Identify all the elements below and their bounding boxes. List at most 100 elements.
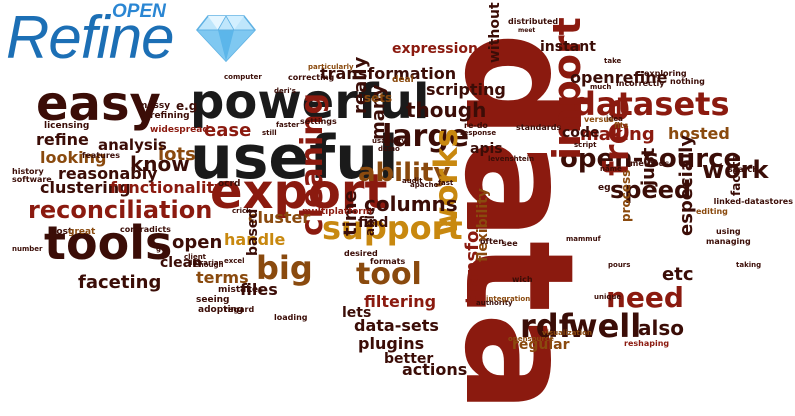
cloud-word-filtering: filtering xyxy=(364,292,437,311)
cloud-word-eg: eg xyxy=(598,183,611,193)
cloud-word-lets: lets xyxy=(342,305,372,321)
cloud-word-find: find xyxy=(358,215,389,231)
cloud-word-easy: easy xyxy=(36,76,161,132)
cloud-word-opensource: opensource xyxy=(508,335,554,343)
cloud-word-though: though xyxy=(406,98,487,122)
cloud-word-software: software xyxy=(12,175,52,184)
cloud-word-making: making xyxy=(580,124,655,145)
cloud-word-enough: enough xyxy=(194,261,224,269)
cloud-word-great: great xyxy=(68,227,96,237)
cloud-word-powerful: powerful xyxy=(190,74,430,130)
cloud-word-fits: fits xyxy=(614,121,629,130)
cloud-word-export: export xyxy=(210,164,388,220)
cloud-word-usability: usability xyxy=(372,137,406,145)
logo-wordmark-open: OPEN xyxy=(112,1,166,22)
cloud-word-formats: formats xyxy=(370,257,406,266)
cloud-word-code: code xyxy=(562,125,600,141)
cloud-word-search: search xyxy=(728,165,758,174)
cloud-word-facets: facets xyxy=(729,154,743,196)
cloud-word-expression: expression xyxy=(392,41,478,57)
cloud-word-big: big xyxy=(256,249,313,287)
cloud-word-features: features xyxy=(82,151,120,160)
cloud-word-need: need xyxy=(606,281,684,314)
cloud-word-meet: meet xyxy=(518,27,536,34)
cloud-word-often: often xyxy=(480,237,504,246)
diamond-icon xyxy=(196,15,256,62)
cloud-word-particularly: particularly xyxy=(308,63,354,71)
cloud-word-licensing: licensing xyxy=(44,121,90,131)
cloud-word-linked-datastores: linked-datastores xyxy=(713,197,793,206)
cloud-word-ocrd: ocrd xyxy=(218,179,241,189)
cloud-word-lots: lots xyxy=(158,144,196,165)
cloud-word-mistakes: mistakes xyxy=(218,285,264,295)
cloud-word-apis: apis xyxy=(470,141,503,157)
cloud-word-regard: regard xyxy=(224,305,255,314)
cloud-word-functionality: functionality xyxy=(110,178,225,197)
cloud-word-crick: crick xyxy=(232,207,251,215)
cloud-word-take: take xyxy=(604,57,622,65)
cloud-word-regular: regular xyxy=(512,337,570,353)
cloud-word-history: history xyxy=(12,167,44,176)
cloud-word-correcting: correcting xyxy=(288,73,335,82)
cloud-word-fast: fast xyxy=(438,179,454,187)
cloud-word-methods: methods xyxy=(630,159,670,168)
cloud-word-editing: editing xyxy=(696,207,728,216)
cloud-word-tool: tool xyxy=(356,257,422,292)
cloud-word-desired: desired xyxy=(344,249,378,258)
cloud-word-sets: sets xyxy=(364,91,393,105)
cloud-word-actions: actions xyxy=(402,360,468,379)
cloud-word-script: script xyxy=(574,141,597,149)
cloud-word-e-g: e.g xyxy=(176,99,198,113)
cloud-word-tools: tools xyxy=(44,216,173,270)
cloud-word-also: also xyxy=(638,316,684,340)
cloud-word-get: get xyxy=(156,245,170,253)
cloud-word-reshaping: reshaping xyxy=(624,339,670,348)
cloud-word-wich: wich xyxy=(512,275,533,284)
cloud-word-distributed: distributed xyxy=(508,17,559,26)
cloud-word-using: using xyxy=(716,227,741,236)
cloud-word-transformation: transformation xyxy=(320,64,457,83)
cloud-word-standards: standards xyxy=(516,123,562,132)
cloud-word-nothing: nothing xyxy=(670,77,705,86)
cloud-word-better: better xyxy=(384,351,434,367)
cloud-word-authority: authority xyxy=(476,299,513,307)
logo-wordmark-refine: Refine xyxy=(6,4,174,71)
cloud-word-clustering: clustering xyxy=(40,178,131,197)
cloud-word-work: work xyxy=(702,156,769,184)
cloud-word-scripting: scripting xyxy=(426,80,506,99)
cloud-word-adopting: adopting xyxy=(198,305,244,315)
cloud-word-especially: especially xyxy=(676,134,697,236)
cloud-word-contradicts: contradicts xyxy=(120,225,171,234)
cloud-word-clean: clean xyxy=(160,255,203,271)
cloud-word-visualization: visualization xyxy=(542,329,592,337)
cloud-word-know: know xyxy=(130,152,190,176)
cloud-word-apache: apache xyxy=(410,181,439,189)
cloud-word-useful: useful xyxy=(190,123,399,193)
cloud-word-unique: unique xyxy=(594,293,622,301)
cloud-word-ease: ease xyxy=(204,120,252,141)
cloud-word-process: process xyxy=(619,169,633,222)
cloud-word-analysis: analysis xyxy=(98,136,167,154)
cloud-word-refining: refining xyxy=(150,111,190,121)
cloud-word-plugins: plugins xyxy=(358,334,425,353)
cloud-word-number: number xyxy=(12,245,43,253)
cloud-word-name: name xyxy=(600,165,622,173)
cloud-word-pours: pours xyxy=(608,261,631,269)
cloud-word-exploring: exploring xyxy=(644,69,687,78)
cloud-word-speed: speed xyxy=(610,176,692,204)
cloud-word-multiplatform: multiplatform xyxy=(302,207,373,217)
cloud-word-response: response xyxy=(460,129,497,137)
cloud-word-support: support xyxy=(322,209,463,247)
cloud-word-columns: columns xyxy=(364,192,458,216)
cloud-word-looking: looking xyxy=(40,148,107,167)
cloud-word-hosted: hosted xyxy=(668,124,730,143)
cloud-word-open: open xyxy=(172,232,223,253)
cloud-word-host: host xyxy=(50,227,73,237)
cloud-word-well: well xyxy=(568,307,642,345)
cloud-word-openrefine: openrefine xyxy=(570,68,668,87)
cloud-word-widespread: widespread xyxy=(150,125,209,135)
cloud-word-integration: integration xyxy=(486,295,531,303)
cloud-word-terms: terms xyxy=(196,268,249,287)
cloud-word-much: much xyxy=(590,83,612,91)
